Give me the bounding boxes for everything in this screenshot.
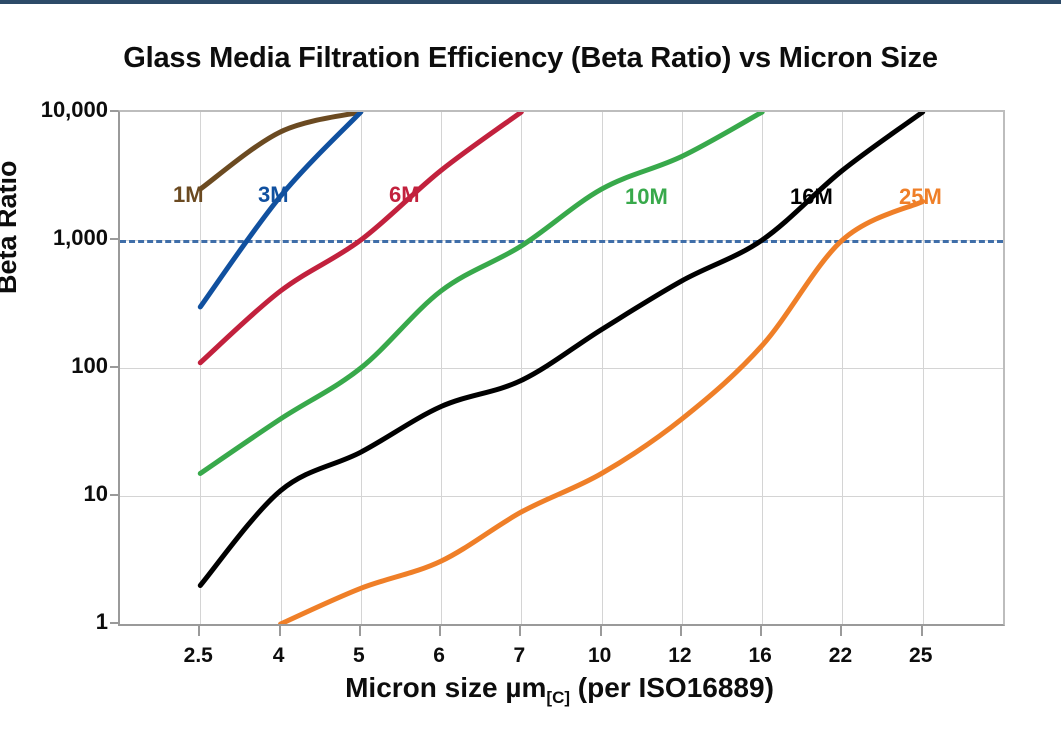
series-label-6m: 6M xyxy=(389,182,420,207)
x-axis-tick-label: 6 xyxy=(433,644,445,667)
x-axis-title-subscript: [C] xyxy=(546,688,571,707)
x-axis-tick-label: 5 xyxy=(352,644,365,667)
x-axis-title-tail: (per ISO16889) xyxy=(570,672,774,703)
series-label-25m: 25M xyxy=(899,184,942,209)
y-axis-tick-label: 10 xyxy=(83,481,108,506)
y-axis-tick-mark xyxy=(110,238,118,240)
x-axis-tick-mark xyxy=(519,624,522,636)
x-axis-title: Micron size µm[C] (per ISO16889) xyxy=(118,672,1001,707)
horizontal-gridline xyxy=(120,368,1003,369)
y-axis-tick-label: 10,000 xyxy=(40,97,108,122)
x-axis-tick-label: 22 xyxy=(828,644,853,667)
series-label-3m: 3M xyxy=(258,182,289,207)
x-axis-title-main: Micron size µm xyxy=(345,672,547,703)
x-axis-tick-label: 10 xyxy=(587,644,612,667)
series-label-10m: 10M xyxy=(625,184,668,209)
filtration-efficiency-chart: Glass Media Filtration Efficiency (Beta … xyxy=(0,4,1061,748)
plot-inner xyxy=(120,112,1003,624)
series-label-1m: 1M xyxy=(173,182,204,207)
x-axis-tick-label: 2.5 xyxy=(183,644,213,667)
top-accent-strip xyxy=(0,0,1061,4)
series-line-6m xyxy=(197,112,524,366)
y-axis-tick-label: 100 xyxy=(71,353,108,378)
series-line-1m xyxy=(197,112,364,192)
x-axis-tick-mark xyxy=(358,624,361,636)
x-axis-tick-mark xyxy=(679,624,682,636)
series-curves xyxy=(197,112,926,624)
y-axis-tick-mark xyxy=(110,366,118,368)
x-axis-tick-mark xyxy=(760,624,763,636)
plot-area xyxy=(118,110,1005,626)
horizontal-gridline xyxy=(120,496,1003,497)
y-axis-tick-mark xyxy=(110,622,118,624)
x-axis-tick-mark xyxy=(439,624,442,636)
chart-title: Glass Media Filtration Efficiency (Beta … xyxy=(123,42,938,74)
x-axis-tick-mark xyxy=(599,624,602,636)
x-axis-tick-mark xyxy=(198,624,201,636)
x-axis-tick-label: 16 xyxy=(748,644,772,667)
x-axis-tick-label: 7 xyxy=(513,644,526,667)
y-axis-tick-label: 1 xyxy=(95,609,108,634)
x-axis-tick-label: 25 xyxy=(909,644,933,667)
x-axis-tick-mark xyxy=(920,624,923,636)
x-axis-tick-label: 4 xyxy=(272,644,285,667)
series-label-16m: 16M xyxy=(790,184,833,209)
x-axis-tick-mark xyxy=(278,624,281,636)
x-axis-tick-mark xyxy=(840,624,843,636)
y-axis-tick-mark xyxy=(110,494,118,496)
y-axis-tick-mark xyxy=(110,110,118,112)
series-line-25m xyxy=(278,198,926,624)
beta-1000-threshold-line xyxy=(120,240,1003,243)
y-axis-tick-label: 1,000 xyxy=(52,225,108,250)
series-line-16m xyxy=(197,112,926,588)
series-line-3m xyxy=(197,112,364,310)
series-line-10m xyxy=(197,112,765,476)
x-axis-tick-label: 12 xyxy=(668,644,692,667)
